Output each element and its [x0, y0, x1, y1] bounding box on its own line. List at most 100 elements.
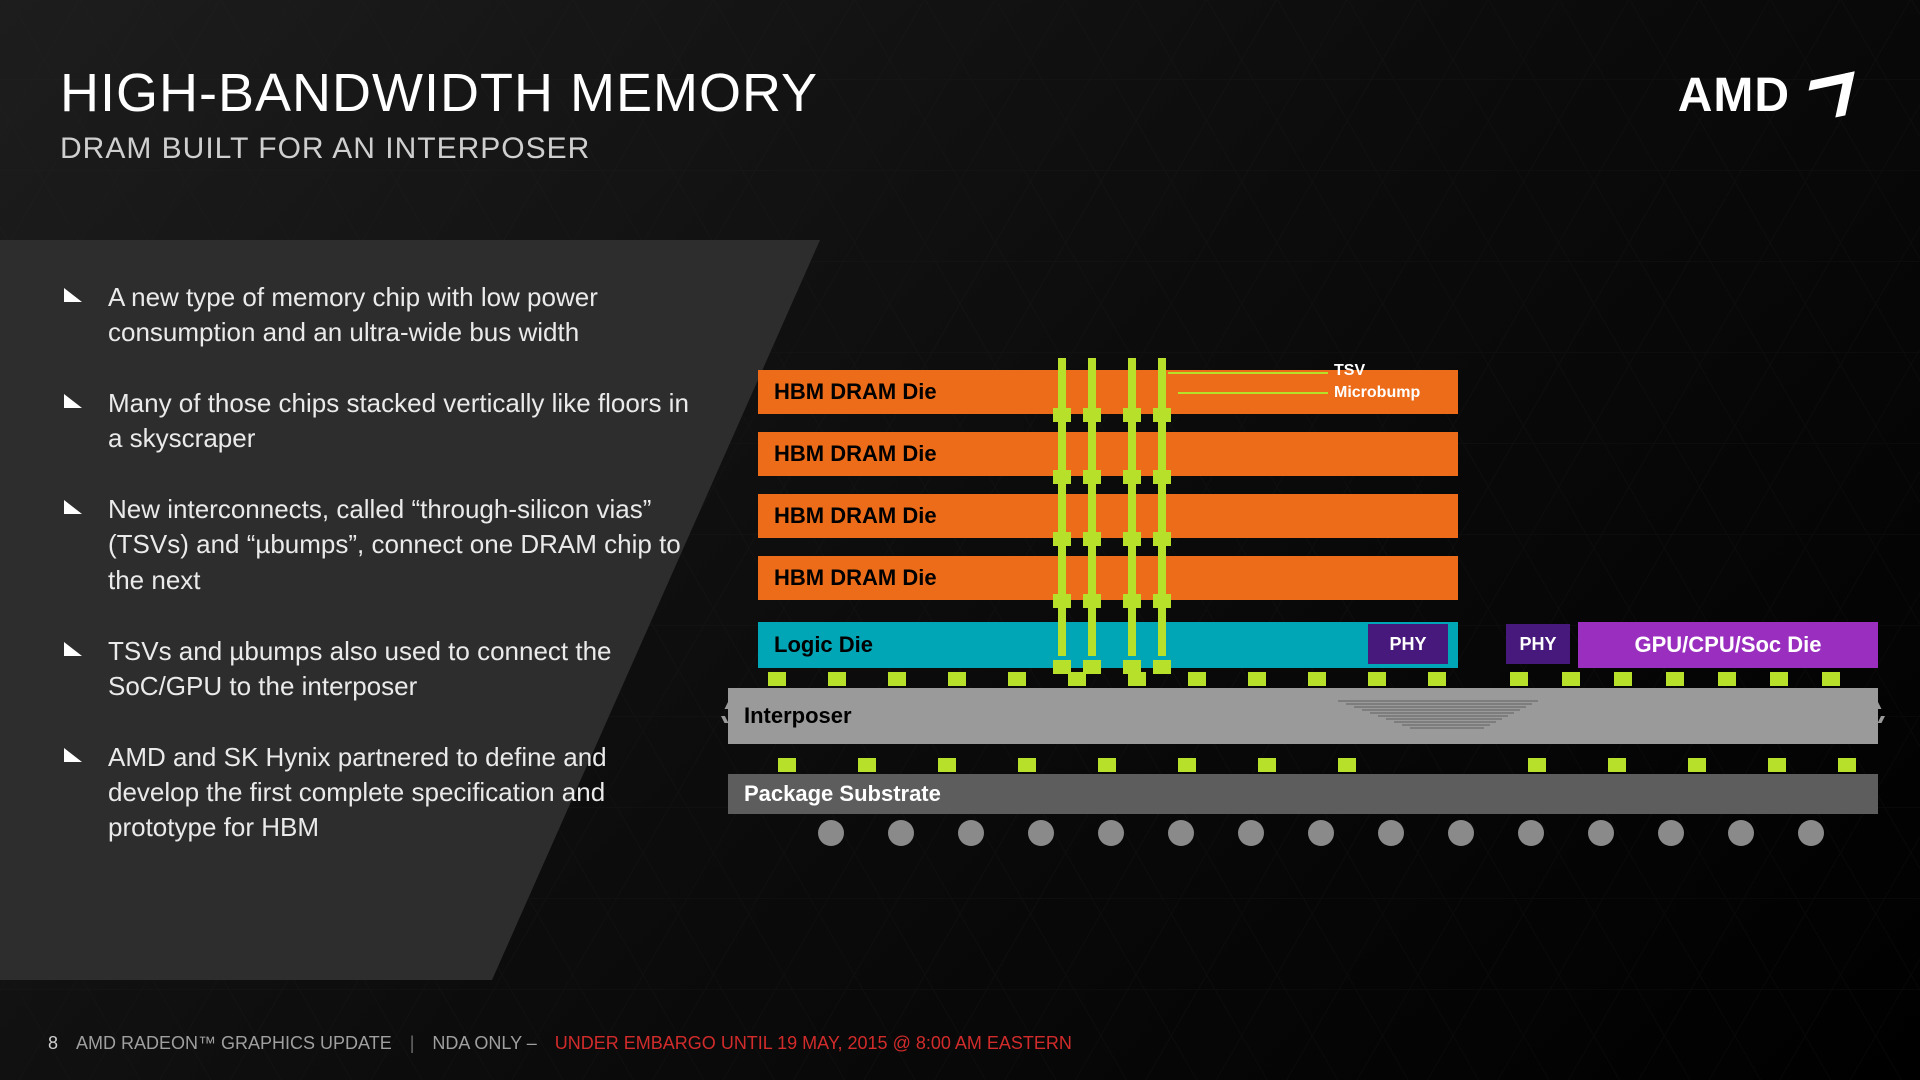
phy-gpu: PHY [1506, 624, 1570, 664]
interposer: Interposer [728, 688, 1878, 744]
package-substrate: Package Substrate [728, 774, 1878, 814]
microbump [1083, 408, 1101, 422]
microbump [1368, 672, 1386, 686]
microbump [888, 672, 906, 686]
microbump [1053, 470, 1071, 484]
footer-sep: | [410, 1033, 415, 1054]
microbump [1123, 594, 1141, 608]
slide-subtitle: DRAM BUILT FOR AN INTERPOSER [60, 132, 818, 166]
tsv [1158, 358, 1166, 656]
microbump [1128, 672, 1146, 686]
solder-ball [1378, 820, 1404, 846]
bullet-list: A new type of memory chip with low power… [60, 280, 700, 881]
microbump [1248, 672, 1266, 686]
microbump-legend: Microbump [1334, 384, 1420, 402]
tsv [1058, 358, 1066, 656]
microbump [1688, 758, 1706, 772]
microbump [1768, 758, 1786, 772]
footer: 8 AMD RADEON™ GRAPHICS UPDATE | NDA ONLY… [48, 1033, 1072, 1054]
route [1402, 724, 1490, 726]
tsv [1128, 358, 1136, 656]
page-number: 8 [48, 1033, 58, 1054]
hbm-diagram: HBM DRAM DieHBM DRAM DieHBM DRAM DieHBM … [758, 370, 1878, 930]
route [1370, 712, 1514, 714]
amd-logo-text: AMD [1678, 68, 1790, 123]
dram-die: HBM DRAM Die [758, 556, 1458, 600]
route [1346, 703, 1532, 705]
bullet-item: Many of those chips stacked vertically l… [60, 386, 700, 456]
bullet-item: TSVs and µbumps also used to connect the… [60, 634, 700, 704]
microbump [1153, 532, 1171, 546]
microbump [1308, 672, 1326, 686]
microbump [1018, 758, 1036, 772]
solder-ball [1168, 820, 1194, 846]
microbump [858, 758, 876, 772]
microbump [1053, 594, 1071, 608]
dram-die: HBM DRAM Die [758, 494, 1458, 538]
microbump [1608, 758, 1626, 772]
route [1386, 718, 1502, 720]
microbump [1123, 408, 1141, 422]
microbump [768, 672, 786, 686]
microbump [1123, 470, 1141, 484]
solder-ball [958, 820, 984, 846]
microbump [948, 672, 966, 686]
microbump [1053, 532, 1071, 546]
route [1354, 706, 1526, 708]
microbump [1428, 672, 1446, 686]
solder-ball [1728, 820, 1754, 846]
microbump [1258, 758, 1276, 772]
microbump [1528, 758, 1546, 772]
microbump [1153, 470, 1171, 484]
logic-die: Logic Die [758, 622, 1458, 668]
footer-nda: NDA ONLY – [432, 1033, 536, 1054]
bullet-item: AMD and SK Hynix partnered to define and… [60, 740, 700, 845]
microbump [1008, 672, 1026, 686]
microbump [1053, 408, 1071, 422]
tsv-legend: TSV [1334, 362, 1365, 380]
microbump [1153, 594, 1171, 608]
bullet-item: A new type of memory chip with low power… [60, 280, 700, 350]
microbump [1770, 672, 1788, 686]
microbump [1083, 594, 1101, 608]
microbump [1666, 672, 1684, 686]
solder-ball [818, 820, 844, 846]
solder-ball [1238, 820, 1264, 846]
gpu-die: GPU/CPU/Soc Die [1578, 622, 1878, 668]
solder-ball [1028, 820, 1054, 846]
microbump [1510, 672, 1528, 686]
microbump [1068, 672, 1086, 686]
microbump [1188, 672, 1206, 686]
slide: HIGH-BANDWIDTH MEMORY DRAM BUILT FOR AN … [0, 0, 1920, 1080]
phy-logic: PHY [1368, 624, 1448, 664]
microbump [1562, 672, 1580, 686]
microbump [828, 672, 846, 686]
microbump [1153, 408, 1171, 422]
leader [1178, 392, 1328, 394]
solder-ball [1098, 820, 1124, 846]
route [1338, 700, 1538, 702]
slide-title: HIGH-BANDWIDTH MEMORY [60, 62, 818, 124]
microbump [1718, 672, 1736, 686]
tsv [1088, 358, 1096, 656]
amd-logo: AMD [1678, 68, 1850, 123]
solder-ball [1798, 820, 1824, 846]
leader [1168, 372, 1328, 374]
solder-ball [888, 820, 914, 846]
solder-ball [1658, 820, 1684, 846]
footer-embargo: UNDER EMBARGO UNTIL 19 MAY, 2015 @ 8:00 … [555, 1033, 1072, 1054]
microbump [1178, 758, 1196, 772]
route [1362, 709, 1520, 711]
microbump [1123, 532, 1141, 546]
microbump [1822, 672, 1840, 686]
footer-deck: AMD RADEON™ GRAPHICS UPDATE [76, 1033, 392, 1054]
microbump [778, 758, 796, 772]
solder-ball [1518, 820, 1544, 846]
microbump [1614, 672, 1632, 686]
bullet-item: New interconnects, called “through-silic… [60, 492, 700, 597]
microbump [1338, 758, 1356, 772]
microbump [1083, 532, 1101, 546]
solder-ball [1308, 820, 1334, 846]
route [1378, 715, 1508, 717]
header: HIGH-BANDWIDTH MEMORY DRAM BUILT FOR AN … [60, 62, 818, 166]
